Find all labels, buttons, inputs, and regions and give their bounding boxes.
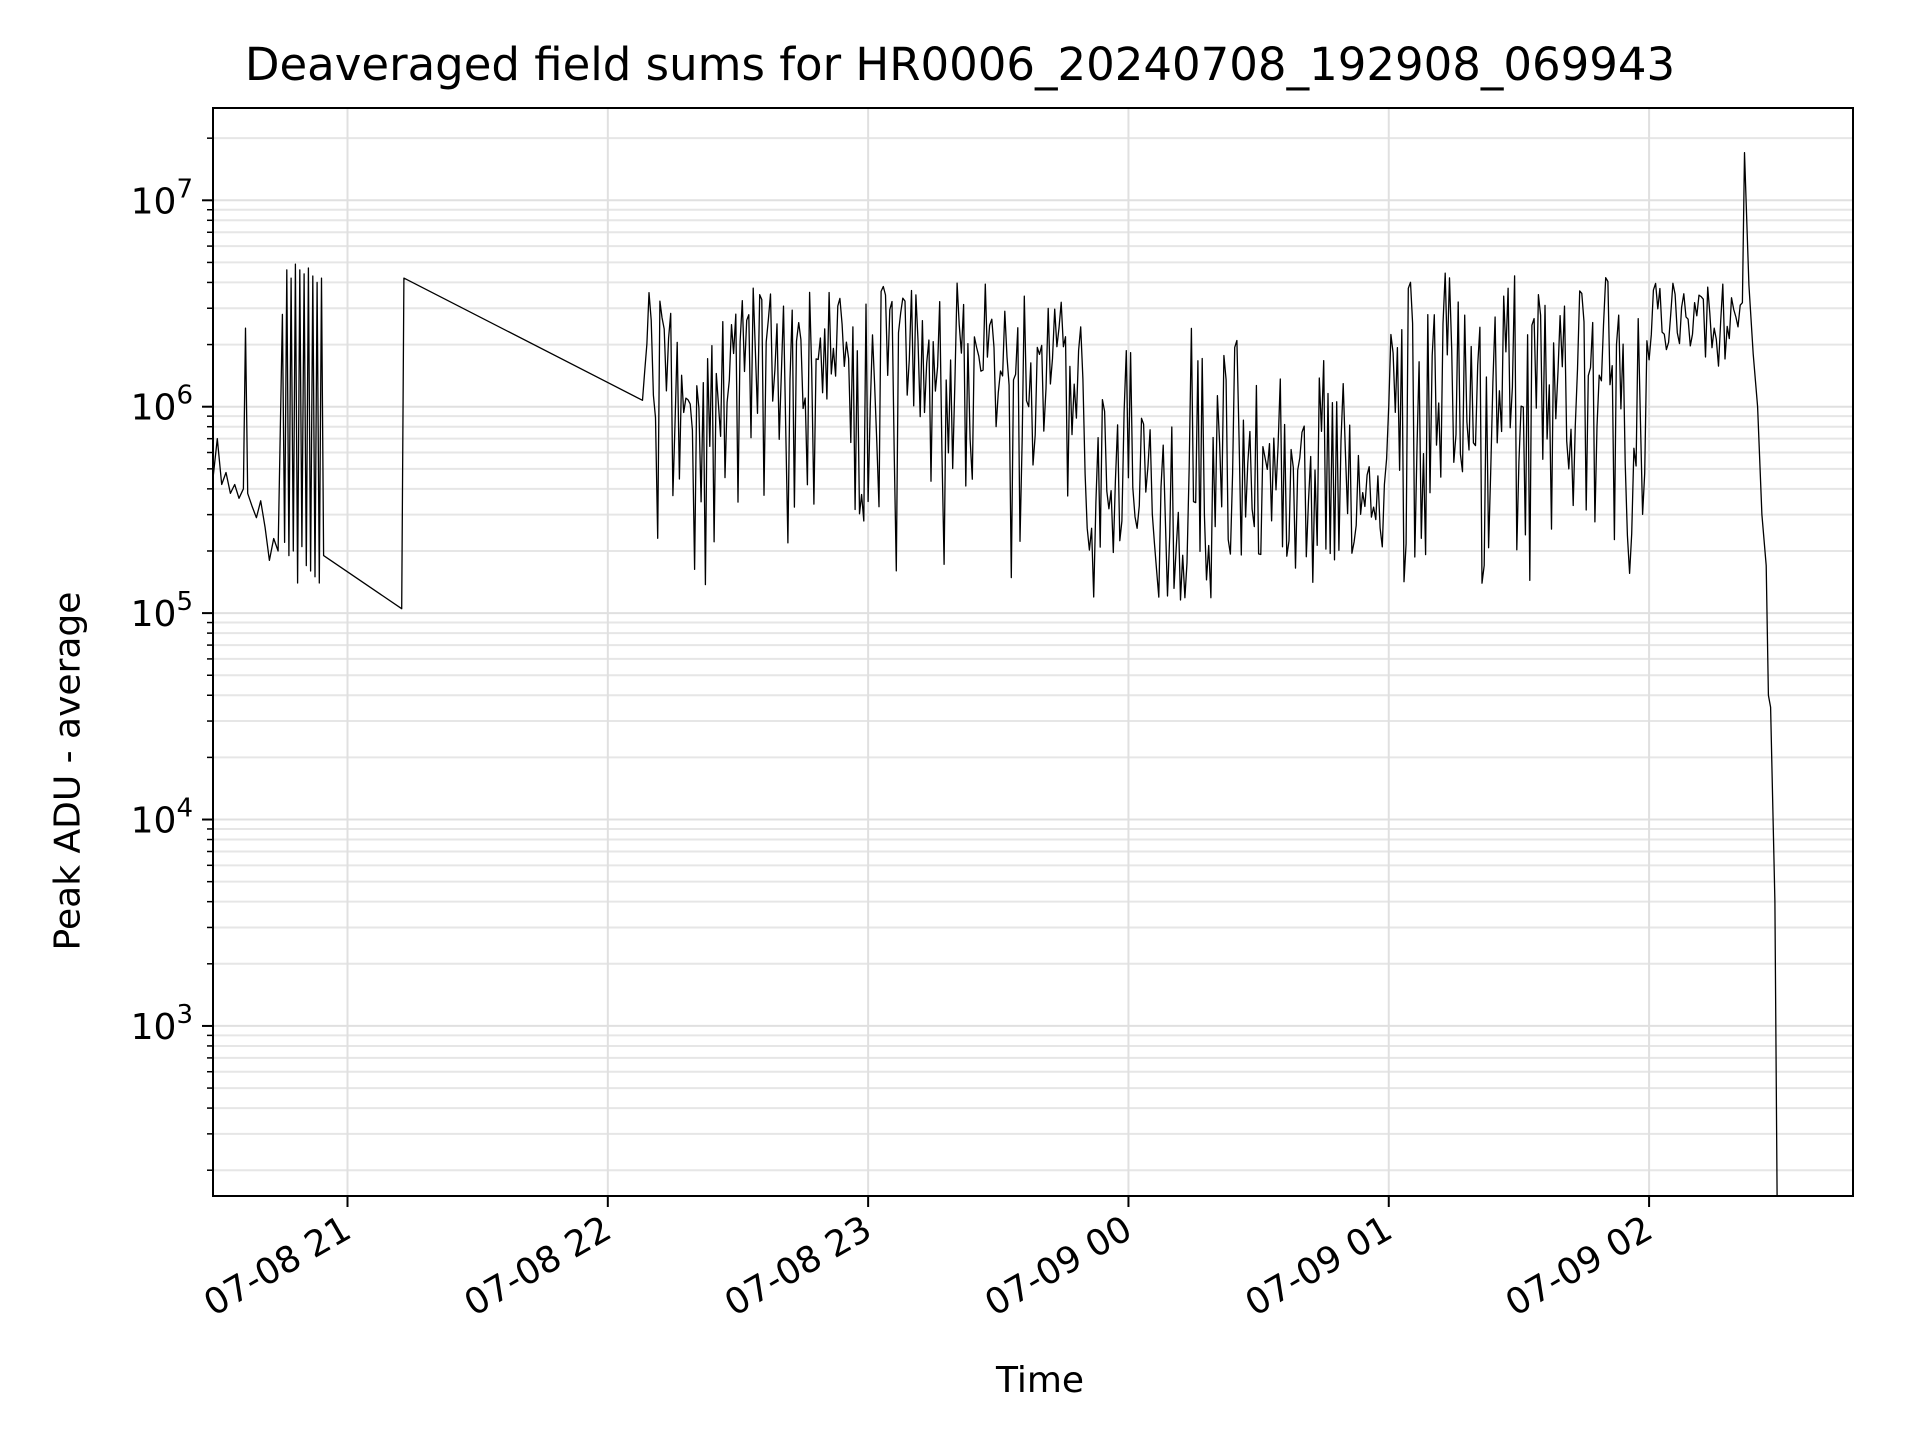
y-tick-label: 106	[131, 381, 193, 429]
axes-frame	[212, 107, 1854, 1197]
y-axis-label: Peak ADU - average	[47, 591, 89, 951]
x-tick-label: 07-09 01	[1239, 1208, 1400, 1324]
y-tick-label: 103	[131, 1000, 193, 1048]
y-tick-label: 104	[131, 794, 193, 842]
chart-title: Deaveraged field sums for HR0006_2024070…	[244, 38, 1676, 91]
y-tick-label: 107	[131, 174, 193, 222]
y-tick-label: 105	[131, 587, 193, 635]
x-tick-label: 07-08 23	[718, 1208, 879, 1324]
grid	[213, 108, 1853, 1196]
series-layer	[212, 152, 1778, 1197]
x-axis-label: Time	[995, 1360, 1085, 1401]
ticks: 103 104 105 106 107 07-08 21 07-08 22 07-08 23 0…	[131, 137, 1660, 1325]
x-tick-label: 07-09 02	[1499, 1208, 1660, 1324]
x-tick-label: 07-09 00	[978, 1208, 1139, 1324]
x-tick-label: 07-08 22	[458, 1208, 619, 1324]
series-line	[212, 152, 1778, 1197]
x-tick-label: 07-08 21	[197, 1208, 358, 1324]
